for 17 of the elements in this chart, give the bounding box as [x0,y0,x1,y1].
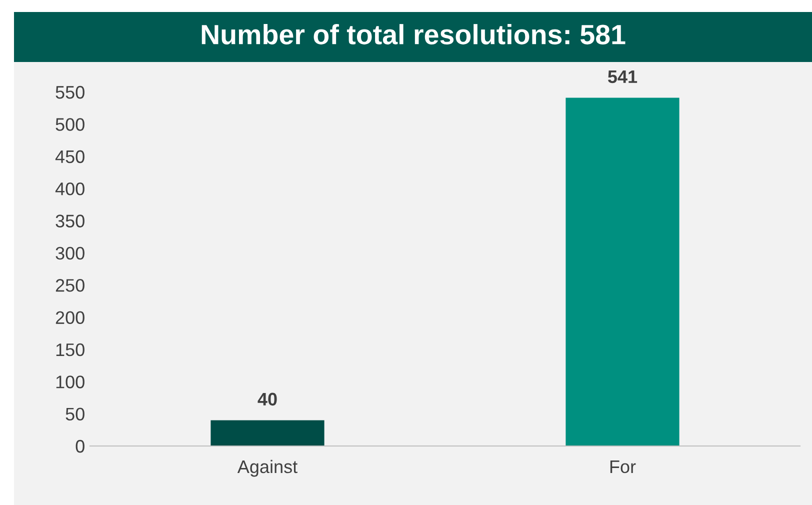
y-tick-label: 400 [55,182,84,196]
y-tick-label: 200 [56,311,84,324]
y-tick-label: 350 [56,214,84,228]
data-label: 40 [258,392,277,406]
data-label: 541 [608,70,638,84]
y-tick-label: 100 [56,376,84,388]
y-tick-label: 0 [76,440,84,453]
chart-title: Number of total resolutions: 581 [202,24,626,44]
y-tick-label: 250 [56,279,84,292]
x-tick-label: For [610,460,636,474]
x-tick-label: Against [237,460,298,477]
y-tick-label: 550 [56,86,84,99]
y-tick-label: 450 [55,150,84,164]
y-tick-label: 500 [56,118,84,131]
y-tick-label: 50 [66,408,84,421]
y-tick-label: 300 [56,246,84,260]
y-tick-label: 150 [56,343,84,356]
